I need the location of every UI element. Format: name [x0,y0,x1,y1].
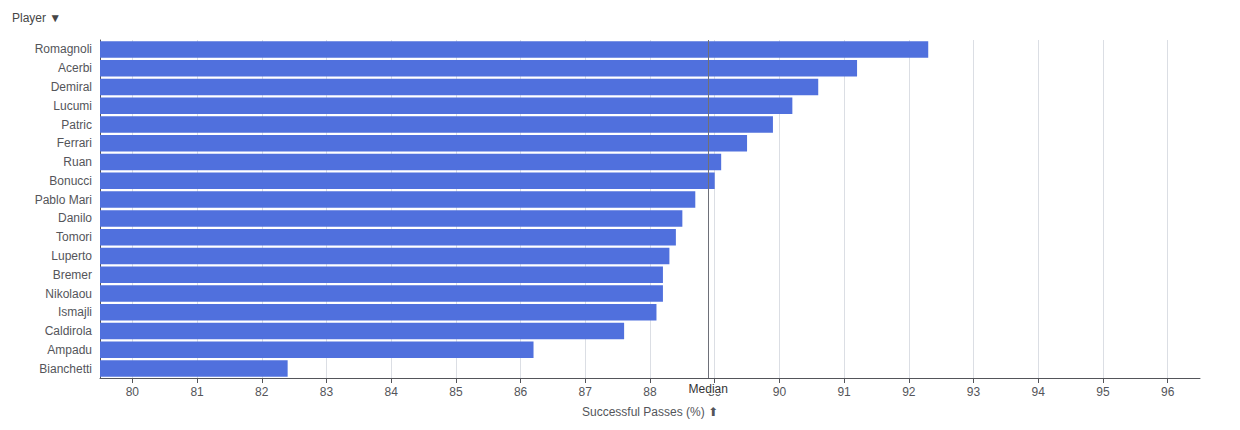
svg-text:Acerbi: Acerbi [58,61,92,75]
svg-text:84: 84 [384,385,398,399]
svg-text:Player ▼: Player ▼ [12,11,61,25]
svg-text:Luperto: Luperto [51,249,92,263]
svg-text:85: 85 [449,385,463,399]
svg-text:Ismajli: Ismajli [58,305,92,319]
svg-text:Bianchetti: Bianchetti [39,362,92,376]
svg-text:Ampadu: Ampadu [47,343,92,357]
svg-text:Caldirola: Caldirola [45,324,93,338]
svg-text:Romagnoli: Romagnoli [35,42,92,56]
svg-text:86: 86 [514,385,528,399]
svg-text:91: 91 [837,385,851,399]
svg-text:83: 83 [320,385,334,399]
svg-text:92: 92 [902,385,916,399]
svg-text:96: 96 [1161,385,1175,399]
svg-text:Tomori: Tomori [56,230,92,244]
svg-text:Nikolaou: Nikolaou [45,287,92,301]
svg-text:90: 90 [773,385,787,399]
svg-text:Ruan: Ruan [63,155,92,169]
svg-text:93: 93 [967,385,981,399]
svg-text:Patric: Patric [61,118,92,132]
svg-text:Median: Median [689,382,728,396]
svg-text:95: 95 [1096,385,1110,399]
svg-text:Demiral: Demiral [51,80,92,94]
svg-text:Successful Passes (%) ⬆: Successful Passes (%) ⬆ [582,405,718,419]
svg-text:Bremer: Bremer [53,268,92,282]
svg-text:88: 88 [643,385,657,399]
svg-text:Ferrari: Ferrari [57,136,92,150]
svg-text:80: 80 [126,385,140,399]
svg-text:Pablo Mari: Pablo Mari [35,193,92,207]
svg-text:87: 87 [579,385,593,399]
svg-text:82: 82 [255,385,269,399]
svg-text:94: 94 [1032,385,1046,399]
svg-text:Bonucci: Bonucci [49,174,92,188]
svg-text:Danilo: Danilo [58,211,92,225]
svg-text:Lucumi: Lucumi [53,99,92,113]
svg-text:81: 81 [190,385,204,399]
